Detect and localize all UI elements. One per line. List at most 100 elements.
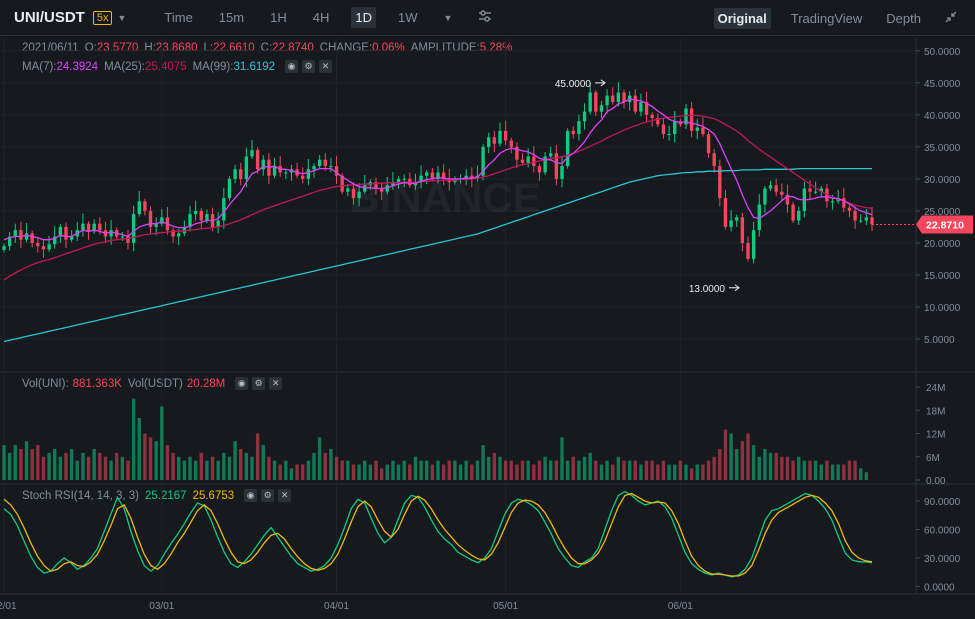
interval-time[interactable]: Time	[164, 10, 193, 25]
candle	[109, 230, 113, 237]
candle	[374, 182, 378, 189]
candle	[131, 214, 136, 243]
candle	[622, 92, 626, 103]
eye-icon[interactable]: ◉	[285, 60, 299, 73]
settings-icon[interactable]: ⚙	[252, 377, 266, 390]
volume-bar	[830, 464, 835, 480]
volume-bar	[819, 464, 823, 480]
volume-bar	[481, 445, 485, 480]
volume-bar	[565, 460, 570, 480]
volume-bar	[425, 460, 429, 480]
settings-icon[interactable]: ⚙	[302, 60, 316, 73]
eye-icon[interactable]: ◉	[244, 489, 258, 502]
chevron-down-icon[interactable]: ▼	[117, 12, 127, 23]
volume-bar	[847, 460, 852, 480]
close-icon[interactable]: ✕	[319, 60, 333, 73]
volume-bar	[19, 449, 23, 480]
stoch-k-line	[3, 490, 873, 578]
candle	[301, 175, 305, 179]
tab-original[interactable]: Original	[713, 7, 771, 29]
candle	[830, 201, 835, 203]
volume-bar	[323, 452, 327, 480]
volume-bar	[667, 464, 671, 480]
volume-bar	[69, 449, 74, 480]
candle	[616, 92, 621, 103]
candle	[746, 242, 750, 259]
volume-bar	[278, 464, 282, 480]
candle	[379, 188, 384, 192]
candle	[661, 124, 666, 135]
volume-bar	[267, 456, 271, 480]
candle	[2, 246, 6, 250]
candle	[425, 172, 429, 176]
volume-bar	[706, 460, 711, 480]
price-tick-label: 50.0000	[924, 47, 961, 58]
volume-bar	[148, 437, 153, 480]
volume-bar	[763, 449, 767, 480]
candle	[69, 236, 74, 240]
volume-bar	[413, 456, 418, 480]
volume-bar	[684, 464, 688, 480]
volume-bar	[306, 460, 311, 480]
ma25-label: MA(25):	[104, 60, 145, 73]
volume-bar	[701, 464, 705, 480]
volume-bar	[165, 445, 170, 480]
candle	[791, 204, 795, 221]
volume-bar	[537, 460, 542, 480]
volume-bar	[255, 433, 260, 480]
volume-bar	[751, 445, 756, 480]
volume-bar	[695, 464, 699, 480]
interval-1h[interactable]: 1H	[270, 10, 287, 25]
close-icon[interactable]: ✕	[269, 377, 283, 390]
date-tick-label: 06/01	[668, 601, 693, 612]
interval-15m[interactable]: 15m	[218, 10, 245, 25]
candle	[718, 166, 722, 199]
volume-bar	[577, 460, 581, 480]
candle	[537, 166, 542, 173]
collapse-icon[interactable]	[941, 8, 961, 29]
candle	[222, 198, 226, 221]
volume-bar	[441, 464, 446, 480]
candle	[177, 233, 181, 237]
more-intervals-dropdown-icon[interactable]: ▼	[443, 12, 453, 23]
last-price-tag	[916, 215, 973, 234]
volume-bar	[515, 464, 519, 480]
candle	[498, 130, 502, 144]
volume-bar	[453, 460, 457, 480]
candle	[19, 230, 23, 240]
interval-4h[interactable]: 4H	[312, 10, 330, 25]
interval-1d[interactable]: 1D	[351, 7, 376, 28]
candle	[492, 137, 497, 144]
pair-title[interactable]: UNI/USDT	[14, 9, 85, 26]
volume-bar	[605, 460, 609, 480]
settings-sliders-icon[interactable]	[474, 7, 496, 28]
tab-depth[interactable]: Depth	[886, 10, 921, 26]
candle	[582, 111, 587, 122]
candle	[41, 246, 46, 250]
stoch-d-line	[3, 492, 873, 577]
volume-bar	[81, 452, 85, 480]
tab-tradingview[interactable]: TradingView	[790, 10, 863, 26]
volume-bar	[588, 452, 592, 480]
volume-tick-label: 18M	[926, 406, 945, 417]
candle	[441, 172, 446, 179]
price-tick-label: 40.0000	[924, 111, 961, 122]
volume-bar	[289, 468, 294, 480]
volume-bar	[526, 460, 530, 480]
interval-1w[interactable]: 1W	[397, 10, 418, 25]
candle	[633, 95, 637, 112]
volume-bar	[599, 464, 604, 480]
volume-bar	[633, 460, 637, 480]
date-tick-label: 02/01	[0, 601, 17, 612]
close-icon[interactable]: ✕	[278, 489, 292, 502]
candle	[323, 159, 327, 167]
candle	[774, 185, 778, 192]
candle	[312, 166, 316, 170]
eye-icon[interactable]: ◉	[235, 377, 249, 390]
settings-icon[interactable]: ⚙	[261, 489, 275, 502]
candle	[120, 236, 125, 238]
candle	[611, 95, 615, 103]
leverage-badge[interactable]: 5x	[92, 10, 113, 25]
volume-bar	[351, 464, 356, 480]
